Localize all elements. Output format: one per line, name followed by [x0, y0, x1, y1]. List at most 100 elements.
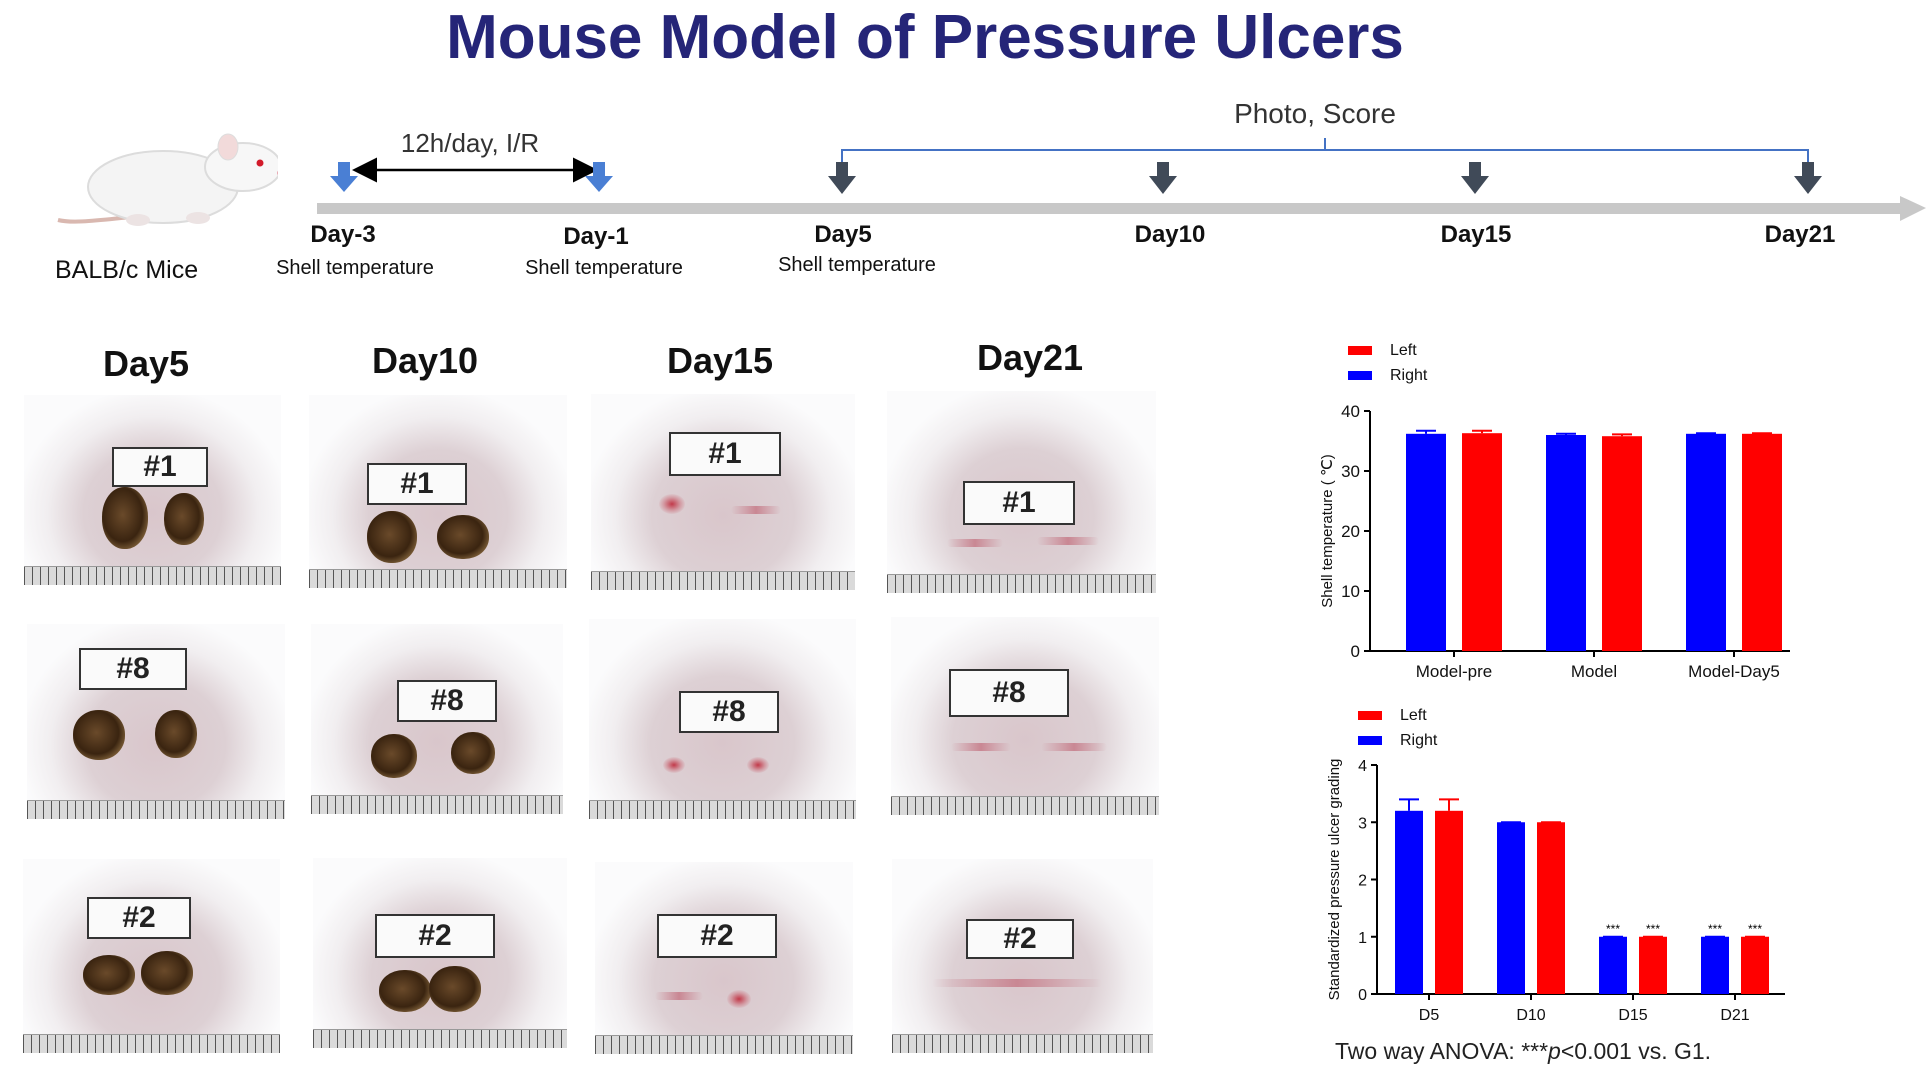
down-arrow-icon	[1149, 162, 1177, 194]
y-tick-label: 10	[1341, 582, 1360, 601]
y-tick-label: 3	[1358, 815, 1367, 832]
bar	[1497, 822, 1525, 994]
wound-photo: #8	[589, 619, 856, 819]
mouse-id-tag: #8	[949, 669, 1069, 717]
significance-label: ***	[1646, 922, 1660, 936]
mouse-id-tag: #8	[79, 648, 187, 690]
wound-photo: #8	[891, 617, 1159, 815]
bar	[1686, 433, 1726, 651]
x-tick-label: D10	[1516, 1007, 1545, 1024]
significance-label: ***	[1748, 922, 1762, 936]
legend-label: Right	[1400, 732, 1438, 749]
y-axis-label: Shell temperature ( ℃)	[1319, 454, 1336, 608]
down-arrow-icon	[330, 162, 358, 192]
y-tick-label: 0	[1358, 987, 1367, 1004]
bar	[1435, 810, 1463, 994]
y-tick-label: 30	[1341, 462, 1360, 481]
bar	[1741, 936, 1769, 994]
legend-label: Left	[1400, 707, 1427, 724]
anova-p: p	[1548, 1038, 1561, 1064]
photo-column-header: Day10	[371, 340, 479, 381]
x-tick-label: D15	[1618, 1007, 1647, 1024]
wound-photo: #2	[313, 858, 567, 1048]
bar	[1406, 433, 1446, 651]
anova-note: Two way ANOVA: ***p<0.001 vs. G1.	[1335, 1038, 1711, 1065]
mouse-id-tag: #2	[375, 914, 495, 958]
y-tick-label: 0	[1351, 642, 1360, 661]
x-tick-label: Model	[1571, 662, 1617, 681]
bar	[1395, 810, 1423, 994]
mouse-id-tag: #2	[87, 897, 191, 939]
wound-photo: #2	[595, 862, 853, 1054]
timeline-day: Day5	[814, 221, 872, 248]
y-tick-label: 20	[1341, 522, 1360, 541]
legend-swatch	[1358, 736, 1382, 745]
mouse-id-tag: #8	[679, 691, 779, 733]
bar	[1537, 822, 1565, 994]
wound-photo: #1	[591, 394, 855, 590]
timeline-day: Day-1	[563, 223, 629, 250]
wound-photo: #2	[892, 859, 1153, 1053]
bar	[1599, 936, 1627, 994]
bar	[1602, 436, 1642, 651]
timeline-sub: Shell temperature	[276, 257, 434, 279]
y-tick-label: 2	[1358, 873, 1367, 890]
mouse-id-tag: #1	[963, 481, 1075, 525]
bar	[1546, 435, 1586, 651]
y-tick-label: 40	[1341, 402, 1360, 421]
down-arrow-icon	[585, 162, 613, 192]
x-tick-label: Model-pre	[1416, 662, 1493, 681]
legend-swatch	[1348, 371, 1372, 380]
significance-label: ***	[1606, 922, 1620, 936]
mouse-id-tag: #1	[112, 447, 208, 487]
shell-temperature-chart: Left Right 0 10 20 30 40 Shell temperature ( ℃)…	[1319, 342, 1790, 681]
y-axis-label: Standardized pressure ulcer grading	[1326, 759, 1343, 1001]
mouse-id-tag: #8	[397, 680, 497, 722]
down-arrow-icon	[828, 162, 856, 194]
x-tick-label: Model-Day5	[1688, 662, 1780, 681]
legend-swatch	[1348, 346, 1372, 355]
photo-column-header: Day21	[976, 337, 1084, 378]
wound-photo: #1	[887, 391, 1156, 593]
wound-photo: #2	[23, 859, 280, 1053]
timeline-day: Day10	[1134, 221, 1206, 248]
timeline-day: Day-3	[310, 221, 376, 248]
bar	[1462, 433, 1502, 651]
wound-photo: #8	[311, 624, 563, 814]
timeline-sub: Shell temperature	[525, 257, 683, 279]
bar	[1742, 433, 1782, 651]
page-title: Mouse Model of Pressure Ulcers	[446, 3, 1404, 72]
x-tick-label: D21	[1720, 1007, 1749, 1024]
y-tick-label: 1	[1358, 930, 1367, 947]
bar	[1701, 936, 1729, 994]
mouse-id-tag: #2	[966, 919, 1074, 959]
mouse-id-tag: #2	[657, 914, 777, 958]
significance-label: ***	[1708, 922, 1722, 936]
anova-suffix: <0.001 vs. G1.	[1560, 1038, 1712, 1064]
x-tick-label: D5	[1419, 1007, 1440, 1024]
photo-score-bracket	[841, 149, 1809, 162]
legend-label: Left	[1390, 342, 1417, 359]
timeline-axis	[317, 203, 1902, 214]
legend-swatch	[1358, 711, 1382, 720]
legend-label: Right	[1390, 367, 1428, 384]
bar	[1639, 936, 1667, 994]
photo-column-header: Day5	[102, 343, 190, 384]
photo-column-header: Day15	[666, 340, 774, 381]
down-arrow-icon	[1794, 162, 1822, 194]
mouse-id-tag: #1	[669, 432, 781, 476]
timeline-day: Day15	[1440, 221, 1512, 248]
timeline-arrowhead	[1900, 196, 1926, 221]
mouse-id-tag: #1	[367, 463, 467, 505]
ir-label: 12h/day, I/R	[400, 128, 540, 158]
photo-score-label: Photo, Score	[1234, 98, 1396, 129]
ulcer-grading-chart: Left Right 0 1 2 3 4 Standardized pressure ulce…	[1326, 707, 1785, 1024]
mouse-strain-label: BALB/c Mice	[55, 256, 199, 284]
mouse-illustration	[57, 133, 278, 226]
timeline-day: Day21	[1764, 221, 1836, 248]
timeline-sub: Shell temperature	[778, 254, 936, 276]
y-tick-label: 4	[1358, 758, 1367, 775]
wound-photo: #1	[309, 395, 567, 588]
wound-photo: #1	[24, 395, 281, 585]
anova-prefix: Two way ANOVA: ***	[1335, 1038, 1549, 1064]
